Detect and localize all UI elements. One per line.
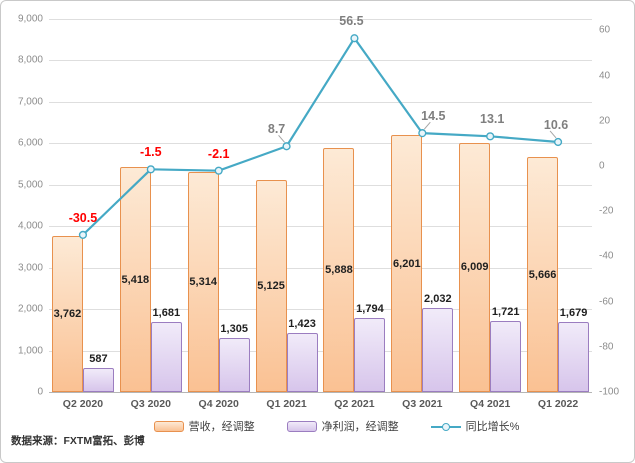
yoy-line-swatch-icon	[430, 421, 461, 432]
x-axis-label-Q4-2021: Q4 2021	[470, 398, 511, 410]
legend-label-revenue: 营收，经调整	[188, 421, 255, 433]
gridline-9000	[49, 19, 592, 20]
revenue-value-label: 5,666	[528, 268, 557, 281]
legend-label-yoy: 同比增长%	[465, 421, 520, 433]
x-axis-label-Q2-2021: Q2 2021	[334, 398, 375, 410]
yoy-value-label-Q3-2021: 14.5	[421, 109, 446, 124]
x-axis-label-Q2-2020: Q2 2020	[62, 398, 104, 410]
gridline-1000	[49, 350, 592, 352]
left-axis-tick-7000: 7,000	[17, 96, 43, 108]
gridline-8000	[49, 60, 592, 62]
netprofit-bar-Q1-2021	[286, 333, 318, 392]
right-axis-tick-60: 60	[599, 24, 611, 36]
netprofit-value-label: 1,423	[288, 318, 316, 331]
x-axis-label-Q1-2022: Q1 2022	[537, 398, 579, 410]
yoy-marker-Q4-2021	[486, 132, 495, 141]
left-axis-tick-0: 0	[37, 386, 43, 398]
right-axis-tick-0: 0	[599, 160, 605, 172]
netprofit-value-label: 1,679	[559, 307, 588, 320]
x-axis-label-Q1-2021: Q1 2021	[266, 398, 307, 410]
legend-item-revenue: 营收，经调整	[153, 418, 255, 434]
netprofit-bar-Q1-2022	[558, 322, 590, 392]
revenue-swatch-icon	[153, 420, 184, 432]
revenue-value-label: 6,201	[393, 257, 421, 270]
gridline-3000	[49, 267, 592, 269]
gridline-7000	[49, 101, 592, 103]
left-axis-tick-1000: 1,000	[17, 345, 43, 357]
gridline-2000	[49, 309, 592, 311]
gridline-0	[49, 392, 592, 393]
revenue-value-label: 5,125	[257, 279, 285, 292]
left-axis-tick-8000: 8,000	[17, 54, 43, 66]
left-axis-tick-3000: 3,000	[17, 262, 43, 274]
yoy-marker-glyph	[441, 422, 450, 431]
gridline-6000	[49, 143, 592, 145]
netprofit-value-label: 1,794	[356, 302, 384, 315]
right-axis-tick-40: 40	[599, 70, 611, 81]
revenue-value-label: 5,888	[325, 263, 353, 276]
netprofit-value-label: 1,721	[491, 305, 520, 318]
yoy-value-label-Q2-2020: -30.5	[68, 210, 98, 225]
netprofit-value-label: 1,305	[220, 322, 248, 335]
revenue-value-label: 3,762	[53, 308, 82, 321]
yoy-value-label-Q1-2022: 10.6	[543, 117, 569, 132]
right-axis-tick--20: -20	[599, 205, 614, 217]
yoy-value-label-Q1-2021: 8.7	[267, 122, 286, 137]
netprofit-bar-Q3-2021	[422, 307, 454, 392]
revenue-bar-Q2-2020	[51, 236, 83, 392]
yoy-value-label-Q2-2021: 56.5	[339, 14, 364, 29]
right-axis-tick--80: -80	[599, 341, 614, 353]
netprofit-bar-Q2-2020	[82, 367, 114, 392]
revenue-value-label: 6,009	[460, 261, 489, 274]
yoy-marker-Q1-2022	[553, 137, 563, 147]
legend: 营收，经调整 净利润，经调整 同比增长%	[1, 418, 634, 434]
yoy-value-label-Q4-2020: -2.1	[207, 146, 230, 161]
right-axis-tick--100: -100	[599, 386, 620, 398]
yoy-label-leader-line	[549, 130, 557, 139]
left-axis-tick-4000: 4,000	[17, 220, 43, 232]
revenue-value-label: 5,314	[189, 275, 217, 288]
left-axis-tick-6000: 6,000	[17, 137, 43, 149]
yoy-value-label-Q3-2020: -1.5	[140, 145, 162, 160]
legend-item-netprofit: 净利润，经调整	[286, 418, 399, 434]
netprofit-bar-Q4-2021	[490, 320, 522, 392]
netprofit-bar-Q2-2021	[354, 317, 386, 392]
netprofit-bar-Q4-2020	[218, 337, 250, 392]
netprofit-value-label: 2,032	[424, 292, 452, 305]
legend-label-netprofit: 净利润，经调整	[321, 421, 399, 433]
netprofit-value-label: 1,681	[152, 307, 181, 320]
netprofit-value-label: 587	[89, 352, 108, 365]
yoy-value-label-Q4-2021: 13.1	[480, 112, 505, 127]
legend-item-yoy: 同比增长%	[430, 418, 520, 434]
right-axis-tick--40: -40	[599, 250, 614, 262]
left-axis-tick-9000: 9,000	[17, 13, 43, 25]
yoy-marker-Q2-2021	[350, 34, 359, 43]
right-axis-tick--60: -60	[599, 296, 614, 308]
netprofit-bar-Q3-2020	[150, 322, 182, 392]
revenue-value-label: 5,418	[121, 273, 150, 286]
yoy-label-leader-line	[423, 121, 431, 130]
netprofit-swatch-icon	[286, 420, 317, 432]
right-axis-tick-20: 20	[599, 115, 611, 127]
yoy-label-leader-line	[278, 134, 285, 143]
x-axis-label-Q4-2020: Q4 2020	[198, 398, 239, 410]
left-axis-tick-5000: 5,000	[17, 179, 43, 191]
x-axis-label-Q3-2020: Q3 2020	[130, 398, 171, 410]
x-axis-label-Q3-2021: Q3 2021	[402, 398, 443, 410]
left-axis-tick-2000: 2,000	[17, 303, 43, 315]
source-note: 数据来源：FXTM富拓、彭博	[11, 435, 145, 447]
